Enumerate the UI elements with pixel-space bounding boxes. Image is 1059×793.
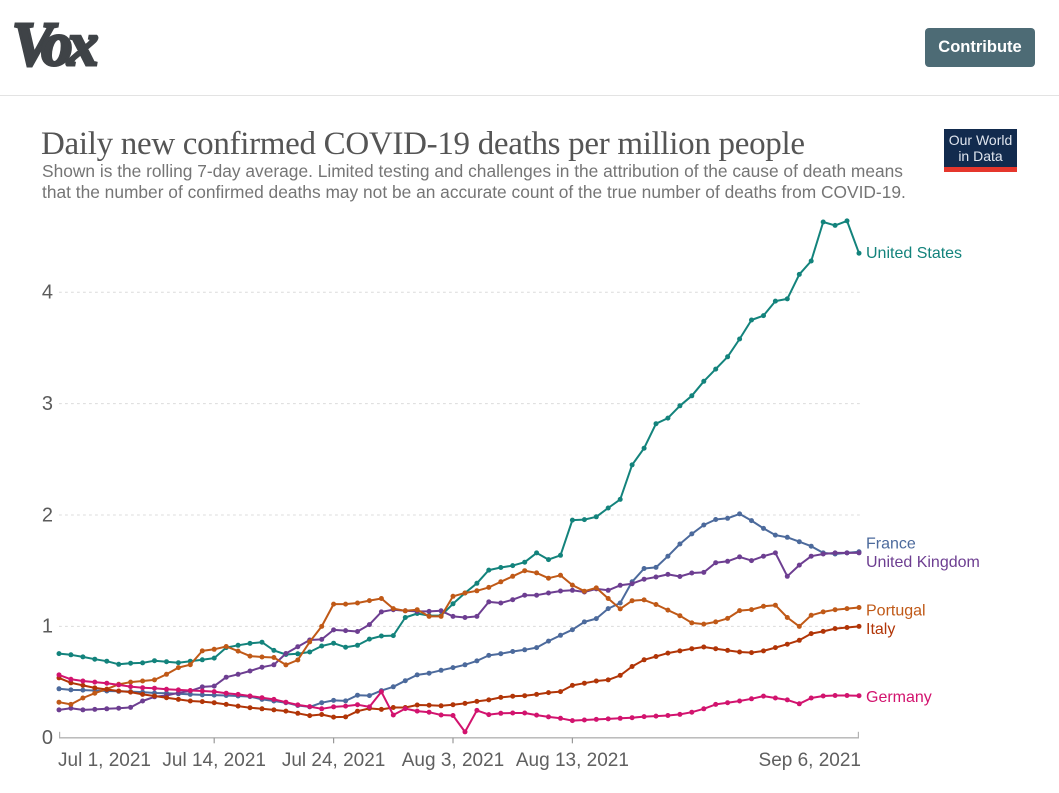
svg-text:United Kingdom: United Kingdom <box>866 554 980 571</box>
svg-text:Jul 1, 2021: Jul 1, 2021 <box>58 750 151 771</box>
svg-text:4: 4 <box>42 282 53 304</box>
svg-text:Sep 6, 2021: Sep 6, 2021 <box>759 750 861 771</box>
svg-text:Aug 13, 2021: Aug 13, 2021 <box>516 750 629 771</box>
svg-text:Italy: Italy <box>866 621 895 638</box>
svg-text:2: 2 <box>42 504 53 526</box>
svg-text:1: 1 <box>42 616 53 638</box>
svg-text:Aug 3, 2021: Aug 3, 2021 <box>402 750 504 771</box>
svg-text:Portugal: Portugal <box>866 603 926 620</box>
svg-text:0: 0 <box>42 727 53 749</box>
svg-text:Jul 24, 2021: Jul 24, 2021 <box>282 750 386 771</box>
svg-text:United States: United States <box>866 245 962 262</box>
svg-text:France: France <box>866 536 916 553</box>
svg-text:3: 3 <box>42 393 53 415</box>
svg-text:Jul 14, 2021: Jul 14, 2021 <box>162 750 266 771</box>
svg-text:Germany: Germany <box>866 689 932 706</box>
